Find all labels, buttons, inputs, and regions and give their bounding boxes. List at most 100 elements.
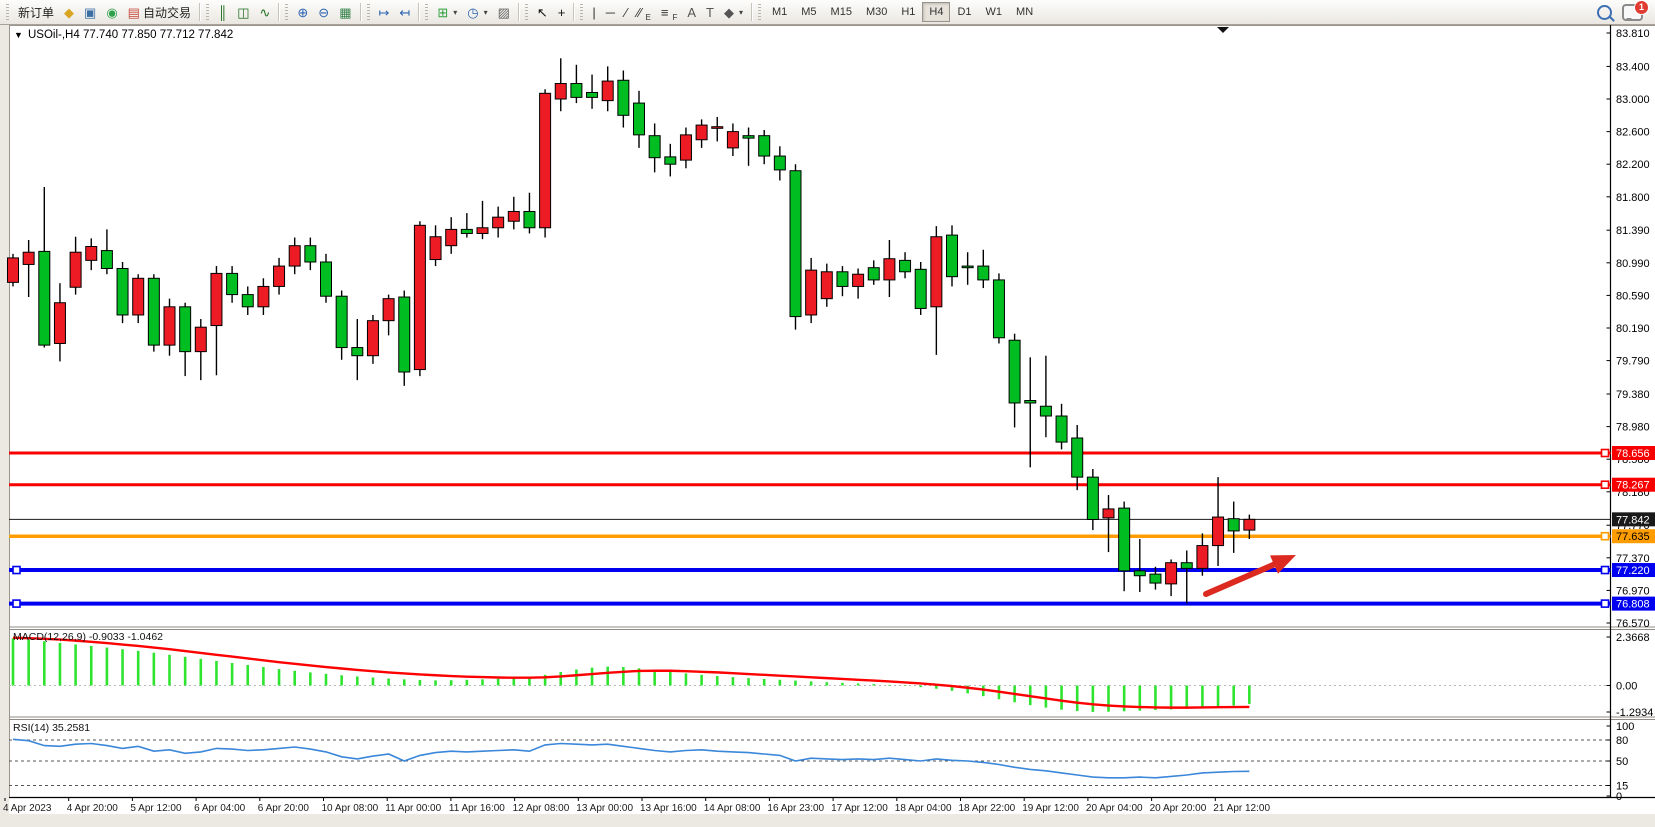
candle-bear: [773, 155, 786, 171]
trendline-button[interactable]: ∕: [620, 1, 632, 23]
macd-axis-label: -1.2934: [1616, 707, 1653, 719]
horizontal-line-button-glyph: ─: [605, 4, 615, 20]
candle-bull: [1196, 545, 1209, 569]
candle-bull: [210, 272, 223, 327]
trend-arrow-head[interactable]: [1270, 555, 1296, 574]
market-watch-icon[interactable]: ▣: [79, 1, 101, 23]
hline-handle-left[interactable]: [12, 565, 21, 575]
bar-chart-button[interactable]: ║: [213, 1, 232, 23]
hline-handle-left[interactable]: [12, 599, 21, 608]
price-tick-label: 80.190: [1616, 323, 1650, 335]
time-tick-label: 20 Apr 20:00: [1150, 803, 1207, 814]
time-tick-label: 6 Apr 20:00: [258, 803, 310, 814]
time-tick-label: 13 Apr 00:00: [576, 803, 633, 814]
hline-handle-right[interactable]: [1600, 448, 1610, 458]
candle-bear: [116, 268, 129, 316]
timeframe-h4[interactable]: H4: [922, 2, 951, 22]
hline-handle-right[interactable]: [1600, 565, 1610, 575]
toolbar: 新订单 ◆ ▣ ◉ ▤ 自动交易 ║ ◫ ∿ ⊕ ⊖ ▦ ↦ ↤ ⊞ ▾ ◷ ▾ ▨ ↖ + | ─ ∕ ∕∕ E ≡ F A T ◆ ▾ M1…: [0, 0, 1655, 25]
timeframe-m1[interactable]: M1: [765, 2, 794, 22]
price-tick-label: 76.970: [1616, 585, 1650, 597]
tile-windows-button[interactable]: ▦: [334, 1, 356, 23]
chart-shift-button[interactable]: ↤: [394, 1, 415, 23]
toolbar-separator: [278, 3, 281, 21]
new-order-button[interactable]: 新订单: [13, 1, 59, 23]
arrows-button-dropdown-icon[interactable]: ▾: [738, 7, 743, 17]
vertical-line-button[interactable]: |: [587, 1, 600, 23]
candle-bull: [883, 258, 896, 281]
candlestick-chart-button[interactable]: ◫: [232, 1, 254, 23]
candle-bear: [304, 245, 317, 263]
macd-axis-label: 0.00: [1616, 681, 1637, 693]
order-history-icon[interactable]: ◆: [59, 1, 79, 23]
fibonacci-button[interactable]: ≡ F: [656, 1, 682, 23]
arrows-button[interactable]: ◆ ▾: [719, 1, 748, 23]
equidistant-channel-button-sub: E: [645, 13, 651, 22]
hline-handle-right[interactable]: [1600, 599, 1610, 608]
rsi-axis-label: 80: [1616, 735, 1628, 747]
indicator-window-button[interactable]: ▨: [493, 1, 515, 23]
navigator-icon[interactable]: ◉: [101, 1, 122, 23]
zoom-out-button-glyph: ⊖: [318, 4, 330, 20]
candle-bear: [1118, 507, 1131, 572]
timeframe-mn[interactable]: MN: [1009, 2, 1040, 22]
timeframe-m30[interactable]: M30: [859, 2, 894, 22]
hline-handle-right[interactable]: [1600, 480, 1610, 490]
equidistant-channel-button[interactable]: ∕∕ E: [632, 1, 656, 23]
period-clock-button[interactable]: ◷ ▾: [462, 1, 492, 23]
candle-bear: [570, 83, 583, 98]
price-tag-77.635: [1612, 529, 1655, 544]
price-tag-78.267: [1612, 477, 1655, 492]
rsi-axis-label: 100: [1616, 721, 1634, 733]
line-chart-button[interactable]: ∿: [254, 1, 275, 23]
text-button[interactable]: A: [682, 1, 701, 23]
cursor-button[interactable]: ↖: [532, 1, 553, 23]
horizontal-line-button[interactable]: ─: [601, 1, 620, 23]
time-tick-label: 21 Apr 12:00: [1213, 803, 1270, 814]
crosshair-button-glyph: +: [557, 4, 566, 20]
text-label-button[interactable]: T: [701, 1, 719, 23]
chart-shift-marker[interactable]: [1217, 27, 1229, 33]
notifications-icon[interactable]: 1: [1622, 0, 1649, 21]
candle-bull: [7, 257, 19, 283]
search-icon[interactable]: [1597, 4, 1612, 20]
timeframe-d1[interactable]: D1: [950, 2, 978, 22]
zoom-in-button[interactable]: ⊕: [292, 1, 313, 23]
toolbar-separator: [517, 3, 520, 21]
zoom-out-button[interactable]: ⊖: [313, 1, 334, 23]
auto-scroll-button[interactable]: ↦: [374, 1, 395, 23]
hline-handle-right[interactable]: [1600, 531, 1610, 541]
trend-arrow-line[interactable]: [1203, 559, 1281, 597]
cursor-button-glyph: ↖: [536, 4, 548, 20]
period-clock-button-dropdown-icon[interactable]: ▾: [483, 7, 488, 17]
chart-title-collapse-icon[interactable]: ▼: [14, 30, 23, 40]
price-tick-label: 78.980: [1616, 422, 1650, 434]
crosshair-button[interactable]: +: [553, 1, 571, 23]
timeframe-m15[interactable]: M15: [824, 2, 859, 22]
toolbar-left: 新订单 ◆ ▣ ◉ ▤ 自动交易 ║ ◫ ∿ ⊕ ⊖ ▦ ↦ ↤ ⊞ ▾ ◷ ▾ ▨ ↖ + | ─ ∕ ∕∕ E ≡ F A T ◆ ▾ M1…: [4, 0, 1040, 24]
bar-chart-button-glyph: ║: [217, 4, 228, 20]
auto-trading-button[interactable]: ▤ 自动交易: [123, 1, 196, 23]
timeframe-h1[interactable]: H1: [894, 2, 922, 22]
toolbar-grip: [205, 4, 209, 20]
candle-bull: [1165, 562, 1178, 585]
timeframe-mn-label: MN: [1016, 6, 1034, 18]
candle-bull: [273, 265, 286, 287]
time-tick-label: 18 Apr 04:00: [895, 803, 952, 814]
candle-bull: [429, 236, 442, 261]
timeframe-w1[interactable]: W1: [979, 2, 1010, 22]
candle-bull: [695, 124, 708, 141]
price-tick-label: 83.810: [1616, 28, 1650, 40]
candle-bull: [711, 126, 724, 129]
candle-bear: [1180, 562, 1193, 569]
candle-bear: [664, 156, 677, 165]
new-chart-button[interactable]: ⊞ ▾: [432, 1, 462, 23]
new-chart-button-dropdown-icon[interactable]: ▾: [453, 7, 458, 17]
timeframe-m5[interactable]: M5: [794, 2, 823, 22]
candle-bull: [85, 246, 98, 261]
text-button-glyph: A: [687, 4, 697, 20]
toolbar-separator: [750, 3, 753, 21]
left-margin: [0, 25, 9, 815]
